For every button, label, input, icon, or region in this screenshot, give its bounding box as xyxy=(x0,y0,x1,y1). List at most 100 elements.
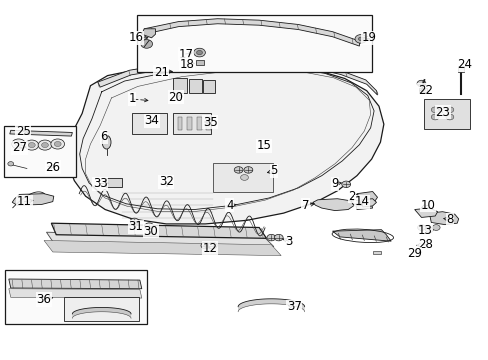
Polygon shape xyxy=(142,29,155,38)
Polygon shape xyxy=(44,240,281,256)
Circle shape xyxy=(144,223,153,229)
FancyBboxPatch shape xyxy=(172,113,211,134)
Circle shape xyxy=(416,80,425,87)
Circle shape xyxy=(445,114,453,120)
Text: 8: 8 xyxy=(445,213,453,226)
Text: 27: 27 xyxy=(12,141,27,154)
Circle shape xyxy=(41,143,48,148)
Circle shape xyxy=(234,167,243,173)
Circle shape xyxy=(12,139,25,149)
Text: 7: 7 xyxy=(301,199,309,212)
Text: 11: 11 xyxy=(17,195,32,208)
Text: 12: 12 xyxy=(203,242,217,255)
Text: 10: 10 xyxy=(420,199,434,212)
Circle shape xyxy=(196,50,202,55)
Text: 6: 6 xyxy=(100,130,108,143)
Text: 5: 5 xyxy=(269,165,277,177)
Bar xyxy=(188,79,202,93)
Polygon shape xyxy=(355,204,372,210)
Circle shape xyxy=(193,48,205,57)
Bar xyxy=(196,117,201,130)
Bar xyxy=(177,117,182,130)
Text: 18: 18 xyxy=(179,58,194,71)
Circle shape xyxy=(430,107,438,113)
Circle shape xyxy=(130,218,139,225)
Text: 25: 25 xyxy=(16,125,31,138)
Circle shape xyxy=(274,234,283,241)
Polygon shape xyxy=(98,58,377,95)
Ellipse shape xyxy=(102,135,111,149)
Bar xyxy=(203,80,215,93)
Text: 35: 35 xyxy=(203,116,217,129)
FancyBboxPatch shape xyxy=(106,178,122,187)
Text: 26: 26 xyxy=(45,161,60,174)
Circle shape xyxy=(341,181,350,188)
Text: 1: 1 xyxy=(128,93,136,105)
Circle shape xyxy=(240,175,248,180)
Text: 21: 21 xyxy=(154,66,168,78)
Polygon shape xyxy=(312,199,354,211)
Bar xyxy=(4,126,76,177)
Circle shape xyxy=(201,242,209,249)
Circle shape xyxy=(51,139,64,149)
Circle shape xyxy=(208,242,217,249)
Bar xyxy=(137,15,371,72)
FancyBboxPatch shape xyxy=(424,99,469,129)
Circle shape xyxy=(141,40,152,48)
Text: 17: 17 xyxy=(178,48,193,60)
Text: 34: 34 xyxy=(144,114,159,127)
Circle shape xyxy=(417,225,425,230)
Text: 15: 15 xyxy=(256,139,271,152)
Text: 14: 14 xyxy=(354,195,368,208)
Polygon shape xyxy=(428,212,458,225)
Text: 29: 29 xyxy=(406,247,421,260)
Circle shape xyxy=(8,162,14,166)
Circle shape xyxy=(25,140,39,150)
FancyBboxPatch shape xyxy=(132,113,167,134)
Text: 16: 16 xyxy=(128,31,143,44)
Circle shape xyxy=(266,234,275,241)
Polygon shape xyxy=(67,61,383,224)
Polygon shape xyxy=(51,223,266,238)
Text: 19: 19 xyxy=(361,31,376,44)
Text: 36: 36 xyxy=(37,293,51,306)
Bar xyxy=(187,117,192,130)
Text: 24: 24 xyxy=(456,58,471,71)
Bar xyxy=(63,297,139,321)
Text: 33: 33 xyxy=(93,177,107,190)
Polygon shape xyxy=(9,279,142,289)
Text: 37: 37 xyxy=(286,300,301,313)
Polygon shape xyxy=(332,230,390,241)
Polygon shape xyxy=(10,130,72,136)
Bar xyxy=(195,60,204,65)
Polygon shape xyxy=(144,19,359,46)
Bar xyxy=(418,88,427,92)
Bar xyxy=(372,251,381,254)
Circle shape xyxy=(54,141,61,147)
Text: 31: 31 xyxy=(128,220,143,233)
Text: 28: 28 xyxy=(417,238,432,251)
Circle shape xyxy=(244,167,252,173)
Bar xyxy=(5,270,146,324)
Bar xyxy=(206,117,211,130)
Circle shape xyxy=(38,140,52,150)
Text: 32: 32 xyxy=(159,175,173,188)
Circle shape xyxy=(425,227,432,233)
Text: 20: 20 xyxy=(168,91,183,104)
Circle shape xyxy=(358,37,363,41)
Circle shape xyxy=(28,143,35,148)
Polygon shape xyxy=(350,199,372,204)
Circle shape xyxy=(431,225,439,230)
FancyBboxPatch shape xyxy=(213,163,272,192)
Text: 30: 30 xyxy=(143,225,158,238)
Bar xyxy=(457,66,463,72)
Circle shape xyxy=(354,35,366,43)
Text: 2: 2 xyxy=(347,190,355,203)
Text: 9: 9 xyxy=(330,177,338,190)
Polygon shape xyxy=(356,192,377,203)
Bar xyxy=(172,78,187,93)
Text: 3: 3 xyxy=(284,235,292,248)
Text: 22: 22 xyxy=(417,84,432,96)
Polygon shape xyxy=(414,208,437,217)
Text: 13: 13 xyxy=(417,224,432,237)
